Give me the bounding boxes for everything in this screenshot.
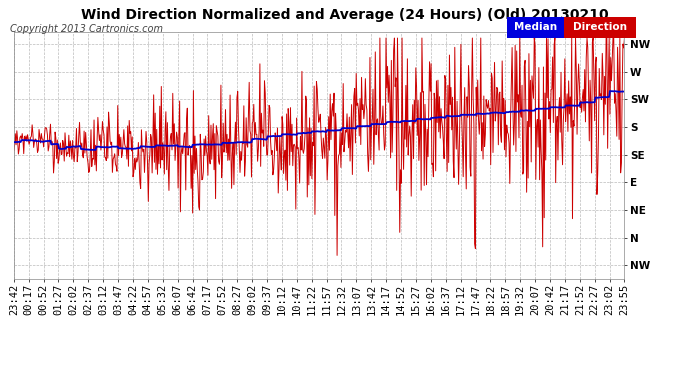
Text: Median: Median	[514, 22, 557, 32]
Text: Direction: Direction	[573, 22, 627, 32]
Text: Copyright 2013 Cartronics.com: Copyright 2013 Cartronics.com	[10, 24, 164, 34]
Text: Wind Direction Normalized and Average (24 Hours) (Old) 20130210: Wind Direction Normalized and Average (2…	[81, 8, 609, 22]
